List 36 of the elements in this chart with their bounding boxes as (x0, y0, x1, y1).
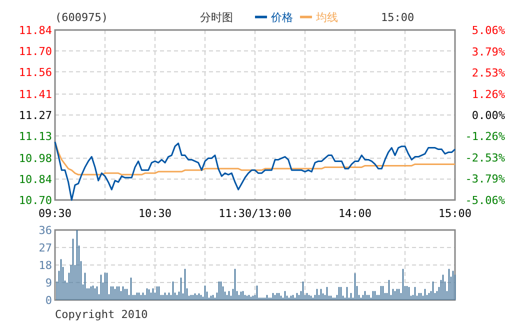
y-tick-label: 11.27 (18, 109, 52, 122)
y-tick-label: 9 (45, 276, 52, 290)
y-tick-label: 0 (45, 294, 52, 307)
text: Copyright 2010 (55, 308, 148, 321)
y-tick-label: 10.84 (18, 173, 52, 186)
y-tick-label: 11.41 (18, 88, 52, 102)
y-tick-label: 10.70 (18, 194, 52, 207)
y2-tick-label: 3.79% (472, 45, 505, 58)
y-tick-label: 36 (38, 224, 52, 237)
y-tick-label: 11.56 (18, 66, 52, 79)
y2-tick-label: 1.26% (472, 88, 505, 101)
y-tick-label: 11.84 (18, 24, 52, 37)
y2-tick-label: 2.53% (472, 66, 505, 80)
x-tick-label: 11:30/13:00 (218, 207, 292, 220)
y2-tick-label: 0.00% (472, 109, 505, 122)
legend-label: 价格 (270, 11, 293, 24)
y2-tick-label: 5.06% (472, 24, 505, 37)
x-tick-label: 15:00 (438, 207, 472, 220)
x-tick-label: 14:00 (338, 207, 372, 220)
chart-title: (600975) (55, 11, 108, 24)
y-tick-label: 18 (38, 259, 52, 272)
chart-subtitle: 分时图 (200, 11, 233, 24)
legend-label: 均线 (315, 11, 338, 24)
y2-tick-label: -5.06% (465, 194, 505, 207)
line-series (54, 141, 456, 176)
y2-tick-label: -1.26% (465, 130, 505, 144)
y2-tick-label: -2.53% (465, 152, 505, 164)
y-tick-label: 10.98 (18, 152, 52, 166)
y-tick-label: 27 (38, 242, 52, 254)
y-tick-label: 11.13 (18, 130, 52, 143)
x-tick-label: 09:30 (38, 207, 72, 220)
y-tick-label: 11.70 (18, 44, 52, 58)
y2-tick-label: -3.79% (465, 172, 505, 186)
text: 15:00 (381, 11, 414, 24)
line-series (54, 141, 456, 201)
x-tick-label: 10:30 (138, 207, 172, 220)
